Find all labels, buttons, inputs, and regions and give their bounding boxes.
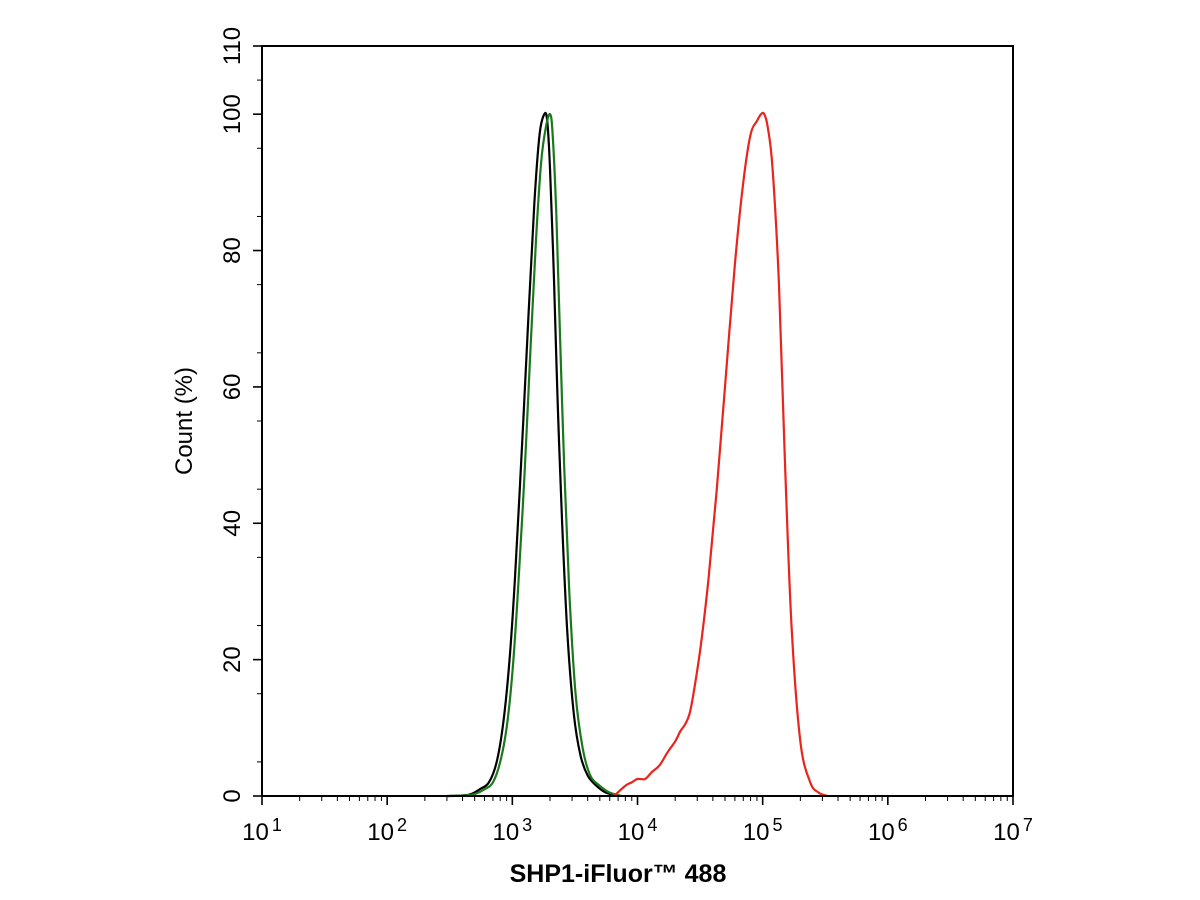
x-tick-base: 10 (743, 819, 770, 846)
series-line-1 (445, 111, 620, 798)
x-tick-exponent: 3 (522, 815, 532, 835)
x-tick-label: 10 5 (743, 815, 783, 846)
y-tick-label: 110 (219, 27, 246, 65)
x-axis-label: SHP1-iFluor™ 488 (510, 860, 727, 888)
x-minor-ticks (257, 79, 1008, 801)
x-tick-base: 10 (367, 819, 394, 846)
x-tick-exponent: 5 (773, 815, 783, 835)
plot-frame (261, 45, 1014, 797)
x-tick-labels: 10 1 10 2 10 3 10 4 10 5 10 6 10 7 (242, 815, 1033, 846)
x-tick-label: 10 4 (618, 815, 658, 846)
x-tick-base: 10 (492, 819, 519, 846)
y-tick-label: 60 (219, 374, 246, 401)
x-tick-label: 10 7 (993, 815, 1033, 846)
y-axis-label: Count (%) (171, 367, 198, 475)
y-tick-label: 40 (219, 510, 246, 537)
series-line-3 (612, 111, 829, 798)
y-tick-labels: 0 20 40 60 80 100 110 (219, 27, 246, 803)
x-tick-label: 10 2 (367, 815, 407, 846)
x-tick-exponent: 2 (397, 815, 407, 835)
y-tick-label: 100 (219, 94, 246, 134)
y-tick-label: 0 (219, 789, 246, 802)
axis-ticks (253, 45, 1014, 805)
series-line-2 (449, 113, 623, 798)
x-tick-base: 10 (242, 819, 269, 846)
x-tick-base: 10 (868, 819, 895, 846)
x-tick-exponent: 4 (647, 815, 657, 835)
x-tick-base: 10 (993, 819, 1020, 846)
x-tick-label: 10 6 (868, 815, 908, 846)
x-tick-label: 10 3 (492, 815, 532, 846)
x-tick-exponent: 6 (898, 815, 908, 835)
x-tick-exponent: 7 (1023, 815, 1033, 835)
series-lines (445, 111, 829, 798)
y-tick-label: 80 (219, 237, 246, 264)
y-tick-label: 20 (219, 646, 246, 673)
x-tick-exponent: 1 (272, 815, 282, 835)
x-tick-base: 10 (618, 819, 645, 846)
x-tick-label: 10 1 (242, 815, 282, 846)
